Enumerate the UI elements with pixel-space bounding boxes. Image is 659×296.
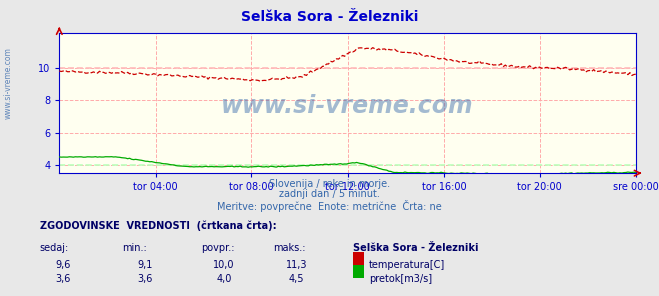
Text: www.si-vreme.com: www.si-vreme.com	[4, 47, 13, 119]
Text: Meritve: povprečne  Enote: metrične  Črta: ne: Meritve: povprečne Enote: metrične Črta:…	[217, 200, 442, 212]
Text: www.si-vreme.com: www.si-vreme.com	[221, 94, 474, 118]
Text: temperatura[C]: temperatura[C]	[369, 260, 445, 271]
Text: 4,5: 4,5	[289, 274, 304, 284]
Text: 3,6: 3,6	[55, 274, 71, 284]
Text: Slovenija / reke in morje.: Slovenija / reke in morje.	[269, 179, 390, 189]
Text: 9,6: 9,6	[55, 260, 71, 271]
Text: pretok[m3/s]: pretok[m3/s]	[369, 274, 432, 284]
Text: 4,0: 4,0	[216, 274, 232, 284]
Text: povpr.:: povpr.:	[201, 243, 235, 253]
Text: 11,3: 11,3	[286, 260, 307, 271]
Text: 3,6: 3,6	[137, 274, 153, 284]
Text: Selška Sora - Železniki: Selška Sora - Železniki	[353, 243, 478, 253]
Text: ZGODOVINSKE  VREDNOSTI  (črtkana črta):: ZGODOVINSKE VREDNOSTI (črtkana črta):	[40, 221, 276, 231]
Text: sedaj:: sedaj:	[40, 243, 69, 253]
Text: min.:: min.:	[122, 243, 147, 253]
Text: maks.:: maks.:	[273, 243, 306, 253]
Text: zadnji dan / 5 minut.: zadnji dan / 5 minut.	[279, 189, 380, 200]
Text: Selška Sora - Železniki: Selška Sora - Železniki	[241, 10, 418, 24]
Text: 10,0: 10,0	[214, 260, 235, 271]
Text: 9,1: 9,1	[137, 260, 153, 271]
